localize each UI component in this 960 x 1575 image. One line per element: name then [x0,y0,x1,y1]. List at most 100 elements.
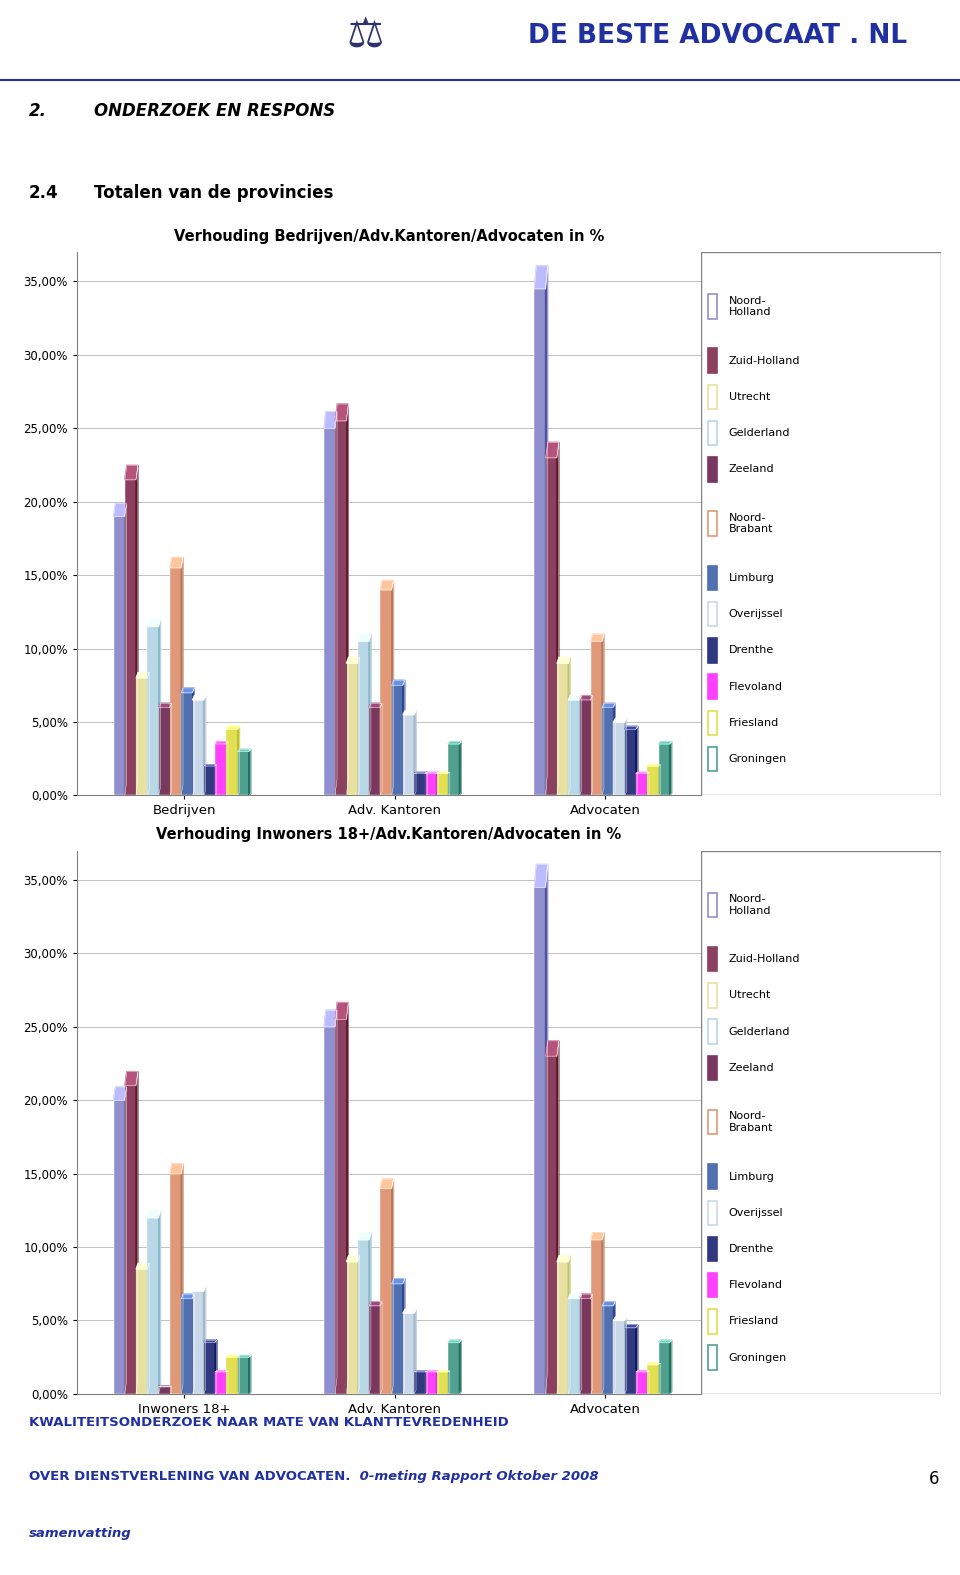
Bar [636,1372,647,1394]
Bar [636,773,647,795]
FancyBboxPatch shape [708,1164,716,1189]
Polygon shape [591,1233,604,1240]
Bar [647,1364,659,1394]
Polygon shape [136,1263,149,1269]
Text: Zeeland: Zeeland [729,1063,775,1073]
Polygon shape [113,1087,127,1101]
Bar [238,751,249,795]
Bar [403,1314,414,1394]
Polygon shape [557,1255,570,1262]
Polygon shape [557,657,570,663]
Bar [324,428,335,795]
Polygon shape [613,1317,627,1320]
Polygon shape [347,1255,360,1262]
Polygon shape [347,405,348,795]
Bar [448,1342,459,1394]
Bar [204,1342,215,1394]
Text: DE BESTE ADVOCAAT . NL: DE BESTE ADVOCAAT . NL [528,22,907,49]
Bar [659,1342,670,1394]
FancyBboxPatch shape [708,1019,716,1044]
FancyBboxPatch shape [708,674,716,699]
Polygon shape [181,558,183,795]
FancyBboxPatch shape [708,295,716,318]
Text: Gelderland: Gelderland [729,428,790,438]
Bar [625,729,636,795]
Polygon shape [613,704,615,795]
Polygon shape [448,1340,461,1342]
Bar [448,743,459,795]
Polygon shape [369,635,371,795]
Bar [380,589,392,795]
Text: KWALITEITSONDERZOEK NAAR MATE VAN KLANTTEVREDENHEID: KWALITEITSONDERZOEK NAAR MATE VAN KLANTT… [29,1416,509,1430]
Bar [546,458,557,795]
FancyBboxPatch shape [708,602,716,627]
Bar [358,1240,369,1394]
FancyBboxPatch shape [708,457,716,482]
Polygon shape [125,504,127,795]
Polygon shape [625,1317,627,1394]
Bar [113,517,125,795]
FancyBboxPatch shape [708,1055,716,1080]
Text: OVER DIENSTVERLENING VAN ADVOCATEN.: OVER DIENSTVERLENING VAN ADVOCATEN. [29,1469,350,1484]
Bar [335,421,347,795]
Bar [113,1101,125,1394]
Polygon shape [324,411,337,428]
Bar [535,288,545,795]
Text: samenvatting: samenvatting [29,1528,132,1540]
Polygon shape [647,1370,649,1394]
Polygon shape [670,742,672,795]
Polygon shape [147,673,149,795]
Polygon shape [158,1210,160,1394]
FancyBboxPatch shape [708,1110,716,1134]
Polygon shape [425,772,427,795]
Polygon shape [459,742,461,795]
Polygon shape [335,405,348,421]
Text: Drenthe: Drenthe [729,646,774,655]
FancyBboxPatch shape [708,893,716,917]
Text: Utrecht: Utrecht [729,392,770,402]
Polygon shape [580,696,592,699]
Bar [591,641,602,795]
FancyBboxPatch shape [708,565,716,591]
FancyBboxPatch shape [708,1345,716,1370]
Bar [136,1269,147,1394]
Text: Zuid-Holland: Zuid-Holland [729,356,800,365]
Bar [415,1372,425,1394]
Bar [193,699,204,795]
FancyBboxPatch shape [708,1273,716,1298]
FancyBboxPatch shape [701,850,941,1394]
Text: Limburg: Limburg [729,1172,775,1181]
Polygon shape [625,718,627,795]
Polygon shape [215,742,228,743]
FancyBboxPatch shape [708,947,716,972]
Polygon shape [392,680,405,685]
Bar [380,1188,392,1394]
Polygon shape [192,688,194,795]
FancyBboxPatch shape [708,747,716,772]
Polygon shape [181,688,194,693]
Polygon shape [437,772,439,795]
Bar [148,1217,158,1394]
Bar [613,1320,625,1394]
Bar [403,715,414,795]
Polygon shape [237,1356,239,1394]
Polygon shape [249,750,251,795]
Text: Drenthe: Drenthe [729,1244,774,1254]
Text: 2.: 2. [29,102,47,120]
Polygon shape [403,1279,405,1394]
Polygon shape [369,1233,371,1394]
Text: ⚖: ⚖ [347,14,383,57]
Polygon shape [659,1340,672,1342]
Polygon shape [448,1370,450,1394]
Polygon shape [557,443,559,795]
Polygon shape [557,1041,559,1394]
Polygon shape [125,1087,127,1394]
Polygon shape [568,1255,570,1394]
Polygon shape [335,411,337,795]
Polygon shape [125,466,138,480]
Polygon shape [437,1370,439,1394]
Polygon shape [613,1303,615,1394]
Bar [227,1358,237,1394]
Title: Verhouding Inwoners 18+/Adv.Kantoren/Advocaten in %: Verhouding Inwoners 18+/Adv.Kantoren/Adv… [156,827,621,843]
Polygon shape [625,1325,637,1328]
